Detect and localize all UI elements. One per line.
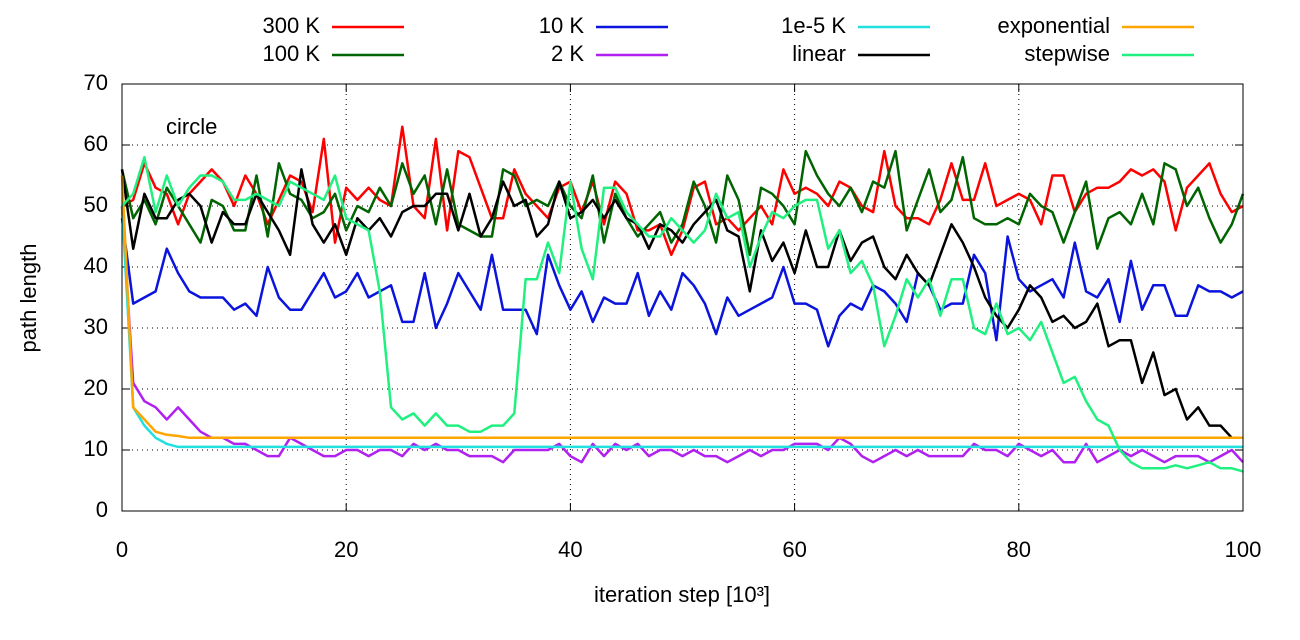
legend-label: stepwise	[1024, 41, 1110, 66]
plot-frame	[121, 83, 1244, 512]
series-line	[120, 205, 1243, 449]
series-line	[120, 149, 1245, 257]
x-tick-label: 80	[1007, 537, 1031, 562]
y-tick-label: 10	[84, 436, 108, 461]
y-tick-label: 40	[84, 253, 108, 278]
x-tick-label: 40	[558, 537, 582, 562]
legend-label: linear	[792, 41, 846, 66]
series-line	[120, 168, 1243, 440]
legend-label: 300 K	[263, 13, 321, 38]
x-axis-label: iteration step [10³]	[594, 582, 770, 607]
annotation: circle	[166, 114, 217, 139]
x-tick-label: 20	[334, 537, 358, 562]
legend-label: 10 K	[539, 13, 585, 38]
x-tick-label: 0	[116, 537, 128, 562]
y-axis-label: path length	[16, 244, 41, 353]
y-tick-label: 50	[84, 192, 108, 217]
y-tick-label: 70	[84, 70, 108, 95]
legend-label: 1e-5 K	[781, 13, 846, 38]
y-tick-label: 20	[84, 375, 108, 400]
legend-label: exponential	[997, 13, 1110, 38]
series-line	[120, 175, 1243, 440]
y-tick-label: 60	[84, 131, 108, 156]
y-tick-label: 30	[84, 314, 108, 339]
series-line	[121, 155, 1244, 473]
x-tick-label: 100	[1225, 537, 1262, 562]
y-tick-label: 0	[96, 497, 108, 522]
legend-label: 2 K	[551, 41, 584, 66]
legend-label: 100 K	[263, 41, 321, 66]
series-line	[120, 218, 1244, 348]
x-tick-label: 60	[782, 537, 806, 562]
